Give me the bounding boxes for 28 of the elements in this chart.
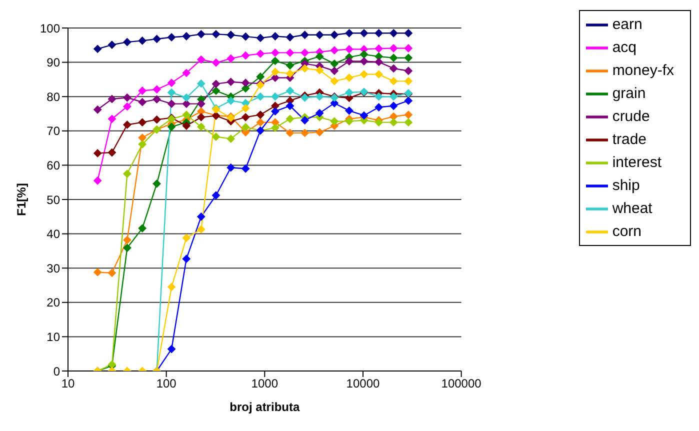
y-tick-label: 70 [46, 124, 60, 138]
legend-label: wheat [612, 200, 652, 218]
y-tick-label: 10 [46, 330, 60, 344]
y-axis-title: F1[%] [14, 183, 28, 216]
x-tick-label: 100000 [441, 376, 482, 391]
legend-label: money-fx [612, 62, 674, 80]
legend-label: acq [612, 39, 636, 56]
y-tick-label: 50 [46, 192, 60, 207]
y-tick-label: 20 [46, 296, 60, 310]
legend-label: ship [612, 177, 640, 194]
x-tick-label: 10000 [346, 376, 380, 391]
y-tick-label: 0 [53, 364, 60, 378]
y-tick-label: 40 [46, 227, 60, 242]
y-tick-label: 60 [46, 158, 60, 172]
legend-label: corn [612, 223, 642, 240]
legend-label: grain [612, 85, 646, 102]
x-tick-label: 10 [61, 376, 75, 391]
legend-label: earn [612, 16, 642, 33]
legend-label: trade [612, 131, 647, 148]
x-tick-label: 100 [156, 376, 177, 391]
x-axis-title: broj atributa [230, 400, 300, 414]
legend-label: crude [612, 108, 650, 126]
legend-label: interest [612, 154, 662, 172]
y-tick-label: 80 [46, 90, 60, 104]
x-tick-label: 1000 [251, 376, 278, 391]
y-tick-label: 100 [40, 21, 60, 36]
y-tick-label: 90 [46, 56, 60, 70]
y-tick-label: 30 [46, 261, 60, 276]
